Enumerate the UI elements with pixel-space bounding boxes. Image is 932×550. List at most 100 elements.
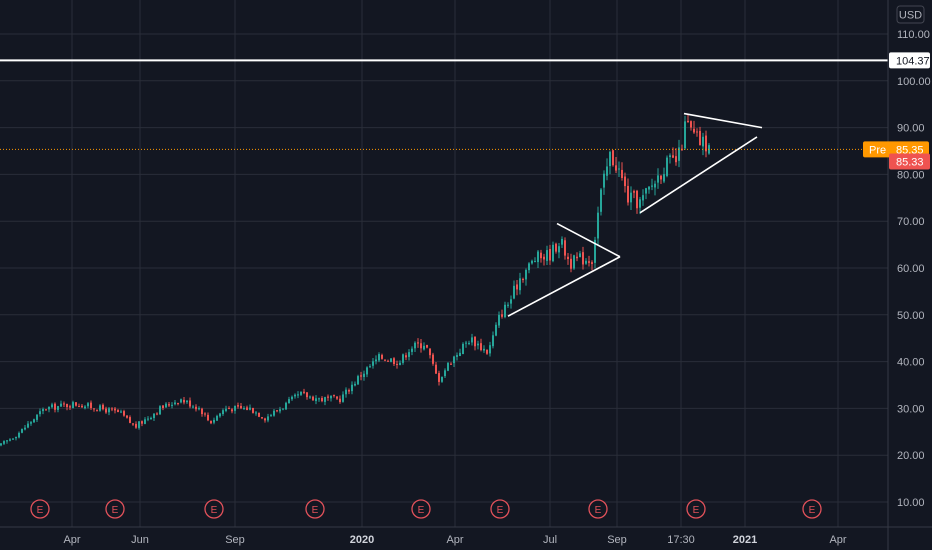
candle xyxy=(483,345,485,353)
candle xyxy=(630,186,632,211)
candle-body xyxy=(567,256,569,260)
earnings-marker-circle xyxy=(411,499,431,519)
chart-overlays xyxy=(0,59,888,317)
earnings-marker: E xyxy=(30,499,50,519)
candle xyxy=(24,424,26,431)
candle xyxy=(33,418,35,423)
candle xyxy=(636,189,638,214)
candle xyxy=(663,167,665,184)
candle xyxy=(573,254,575,270)
candle-body xyxy=(540,252,542,259)
candle xyxy=(618,161,620,177)
candle xyxy=(348,388,350,395)
candle-body xyxy=(42,409,44,412)
candle xyxy=(189,397,191,409)
candle xyxy=(462,342,464,355)
candle xyxy=(525,268,527,286)
candle xyxy=(402,353,404,365)
time-axis[interactable]: Apr Jun Sep 2020 Apr Jul Sep 17:30 2021 Apr xyxy=(0,526,932,546)
candle xyxy=(576,252,578,262)
candle-body xyxy=(54,403,56,410)
candle-body xyxy=(51,404,53,408)
candle xyxy=(54,402,56,413)
y-tick-label: 80.00 xyxy=(897,169,925,181)
candle-body xyxy=(279,409,281,412)
candle xyxy=(255,411,257,416)
y-tick-label: 20.00 xyxy=(897,450,925,462)
premarket-value: 85.35 xyxy=(896,144,924,156)
candle xyxy=(66,403,68,411)
candle-body xyxy=(594,239,596,263)
candle xyxy=(486,349,488,355)
candle-body xyxy=(399,362,401,365)
candle xyxy=(420,339,422,353)
candle xyxy=(180,398,182,404)
candle-body xyxy=(492,335,494,347)
candle-body xyxy=(438,373,440,382)
candle xyxy=(312,395,314,401)
candle xyxy=(423,342,425,351)
candle xyxy=(435,362,437,375)
candle xyxy=(18,431,20,439)
candle-body xyxy=(291,396,293,400)
horizontal-line-value: 104.37 xyxy=(896,55,930,67)
candle-body xyxy=(585,260,587,264)
candle xyxy=(477,340,479,350)
candle xyxy=(633,189,635,199)
candle-body xyxy=(207,414,209,421)
x-tick-label: 2020 xyxy=(350,534,374,546)
candle xyxy=(543,253,545,266)
candle-body xyxy=(507,304,509,306)
candle xyxy=(123,409,125,417)
y-tick-label: 50.00 xyxy=(897,310,925,322)
candle xyxy=(390,358,392,363)
candle-body xyxy=(216,415,218,421)
candle-body xyxy=(390,358,392,362)
candle xyxy=(231,408,233,414)
candle-body xyxy=(288,399,290,404)
candle xyxy=(702,132,704,156)
candle xyxy=(393,357,395,366)
candle-body xyxy=(153,413,155,418)
candle-body xyxy=(432,354,434,364)
candle xyxy=(546,245,548,265)
candle xyxy=(585,258,587,265)
candle xyxy=(27,421,29,429)
candle-body xyxy=(129,417,131,423)
candle-body xyxy=(672,155,674,158)
candle-body xyxy=(486,349,488,354)
candle xyxy=(114,407,116,414)
candle xyxy=(213,417,215,425)
candle-body xyxy=(6,440,8,442)
candle-body xyxy=(375,359,377,362)
candle xyxy=(642,189,644,206)
candle xyxy=(219,412,221,418)
candle-body xyxy=(555,243,557,252)
candle-body xyxy=(144,419,146,424)
candle-body xyxy=(525,269,527,280)
candle-body xyxy=(150,417,152,420)
earnings-marker-label: E xyxy=(37,505,44,516)
candle xyxy=(441,376,443,383)
candle-body xyxy=(645,188,647,194)
candle-body xyxy=(141,421,143,424)
candle xyxy=(99,404,101,412)
candle-body xyxy=(180,399,182,403)
earnings-marker-circle xyxy=(305,499,325,519)
candle-body xyxy=(675,156,677,163)
candle-body xyxy=(489,345,491,354)
candle xyxy=(36,414,38,423)
candle-body xyxy=(705,135,707,152)
trendline xyxy=(556,222,621,258)
trendline xyxy=(639,136,758,214)
earnings-marker-label: E xyxy=(693,505,700,516)
candle-body xyxy=(117,410,119,413)
premarket-badge: Pre 85.35 xyxy=(863,141,929,158)
candle xyxy=(192,404,194,409)
candle xyxy=(96,409,98,412)
candle xyxy=(687,114,689,123)
candle xyxy=(156,412,158,416)
price-axis[interactable]: 110.00 100.00 90.00 80.00 70.00 60.00 50.00 40.… xyxy=(887,0,931,550)
earnings-marker: E xyxy=(411,499,431,519)
